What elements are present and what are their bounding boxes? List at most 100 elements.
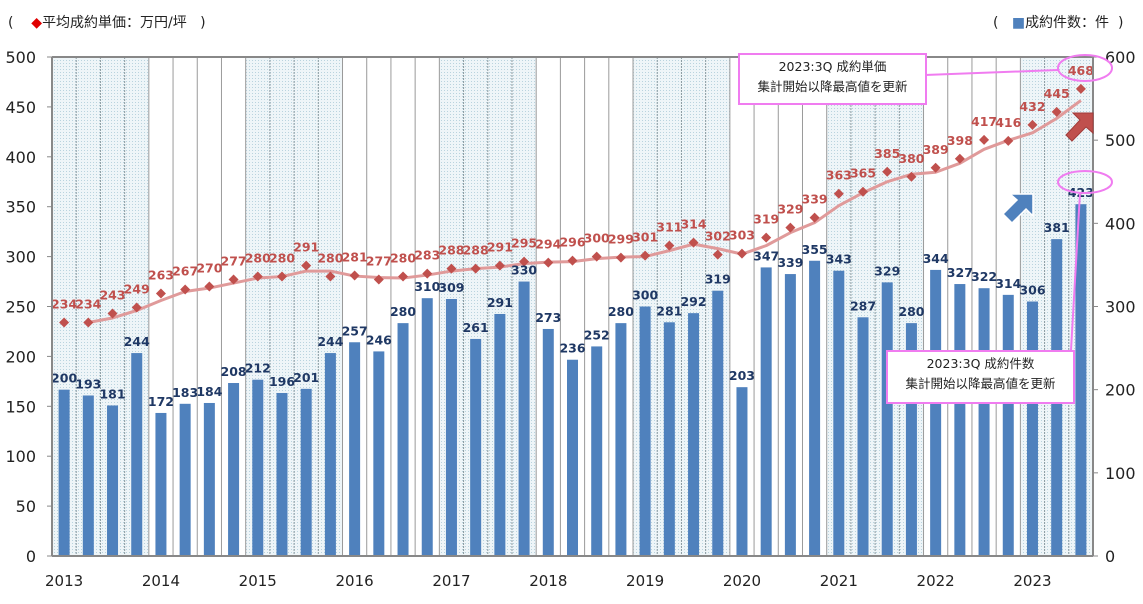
right-tick-label: 200 <box>1105 381 1136 400</box>
bar <box>470 338 482 556</box>
bar <box>639 306 651 556</box>
price-point <box>979 134 990 145</box>
legend-count: ( ■成約件数：件 ) <box>993 15 1124 31</box>
price-point <box>833 188 844 199</box>
right-tick-label: 400 <box>1105 214 1136 233</box>
price-point <box>107 308 118 319</box>
price-value-label: 314 <box>680 217 706 232</box>
bar <box>567 359 578 556</box>
price-point <box>882 166 893 177</box>
bar <box>615 323 627 556</box>
bar <box>1026 301 1038 556</box>
bar-value-label: 201 <box>293 370 319 385</box>
price-point <box>1051 106 1062 117</box>
price-value-label: 280 <box>245 251 271 266</box>
bar-value-label: 381 <box>1044 220 1070 235</box>
annotation-line: 集計開始以降最高値を更新 <box>757 79 908 94</box>
price-point <box>325 271 336 282</box>
price-point <box>761 232 772 243</box>
bar-value-label: 322 <box>971 269 997 284</box>
bar <box>663 322 675 556</box>
x-tick-label: 2019 <box>626 572 664 590</box>
bar-value-label: 252 <box>584 327 610 342</box>
price-value-label: 277 <box>366 254 392 269</box>
bar-value-label: 287 <box>850 298 876 313</box>
bar-value-label: 281 <box>656 303 682 318</box>
price-point <box>1003 135 1014 146</box>
annotation-count-record: 2023:3Q 成約件数 集計開始以降最高値を更新 <box>886 350 1075 404</box>
legend-price: ( ◆平均成約単価：万円/坪 ) <box>8 15 206 31</box>
right-tick-label: 0 <box>1105 547 1115 566</box>
price-point <box>930 162 941 173</box>
bar-value-label: 261 <box>463 320 489 335</box>
bar-value-label: 208 <box>221 364 247 379</box>
price-point <box>131 302 142 313</box>
price-value-label: 329 <box>777 202 803 217</box>
bar-value-label: 273 <box>535 310 561 325</box>
bar <box>252 379 264 556</box>
price-point <box>446 263 457 274</box>
price-value-label: 234 <box>75 296 101 311</box>
left-tick-label: 300 <box>5 248 36 267</box>
bar-value-label: 203 <box>729 368 755 383</box>
left-tick-label: 500 <box>5 48 36 67</box>
annotation-line: 集計開始以降最高値を更新 <box>905 376 1056 391</box>
price-value-label: 294 <box>535 237 561 252</box>
price-point <box>373 274 384 285</box>
highlight-ellipse <box>1057 170 1113 194</box>
price-value-label: 363 <box>826 168 852 183</box>
price-point <box>736 248 747 259</box>
price-value-label: 277 <box>221 254 247 269</box>
bar-value-label: 330 <box>511 263 537 278</box>
bar <box>131 353 143 556</box>
price-value-label: 389 <box>923 142 949 157</box>
price-point <box>204 281 215 292</box>
bar <box>978 288 990 556</box>
price-point <box>591 251 602 262</box>
bar <box>276 392 288 556</box>
price-value-label: 380 <box>898 151 924 166</box>
price-value-label: 234 <box>51 296 77 311</box>
price-point <box>422 268 433 279</box>
annotation-price-record: 2023:3Q 成約単価 集計開始以降最高値を更新 <box>738 53 927 105</box>
x-tick-label: 2016 <box>336 572 374 590</box>
bar <box>155 412 167 556</box>
price-value-label: 249 <box>124 281 150 296</box>
left-tick-label: 350 <box>5 198 36 217</box>
bar-value-label: 344 <box>923 251 949 266</box>
price-value-label: 283 <box>414 248 440 263</box>
price-point <box>785 222 796 233</box>
price-value-label: 365 <box>850 166 876 181</box>
price-point <box>543 257 554 268</box>
price-point <box>664 240 675 251</box>
bar <box>784 274 796 556</box>
bar-value-label: 246 <box>366 332 392 347</box>
bar <box>421 298 433 556</box>
trend-line <box>88 99 1082 324</box>
price-point <box>301 260 312 271</box>
bar <box>228 383 240 556</box>
bar <box>1075 204 1087 556</box>
left-tick-label: 50 <box>16 497 36 516</box>
bar-value-label: 184 <box>196 384 222 399</box>
bar <box>881 282 893 556</box>
bar <box>760 267 772 556</box>
price-value-label: 296 <box>559 235 585 250</box>
price-value-label: 270 <box>196 261 222 276</box>
price-value-label: 319 <box>753 212 779 227</box>
right-tick-label: 500 <box>1105 131 1136 150</box>
price-value-label: 303 <box>729 228 755 243</box>
price-value-label: 299 <box>608 232 634 247</box>
price-value-label: 301 <box>632 230 658 245</box>
bar <box>445 299 457 556</box>
price-value-label: 291 <box>293 240 319 255</box>
price-point <box>252 271 263 282</box>
bar <box>809 260 821 556</box>
bar-value-label: 212 <box>245 361 271 376</box>
price-value-label: 288 <box>438 243 464 258</box>
price-point <box>398 271 409 282</box>
x-tick-label: 2023 <box>1013 572 1051 590</box>
bar <box>107 405 119 556</box>
up-right-arrow-icon <box>1001 193 1034 225</box>
